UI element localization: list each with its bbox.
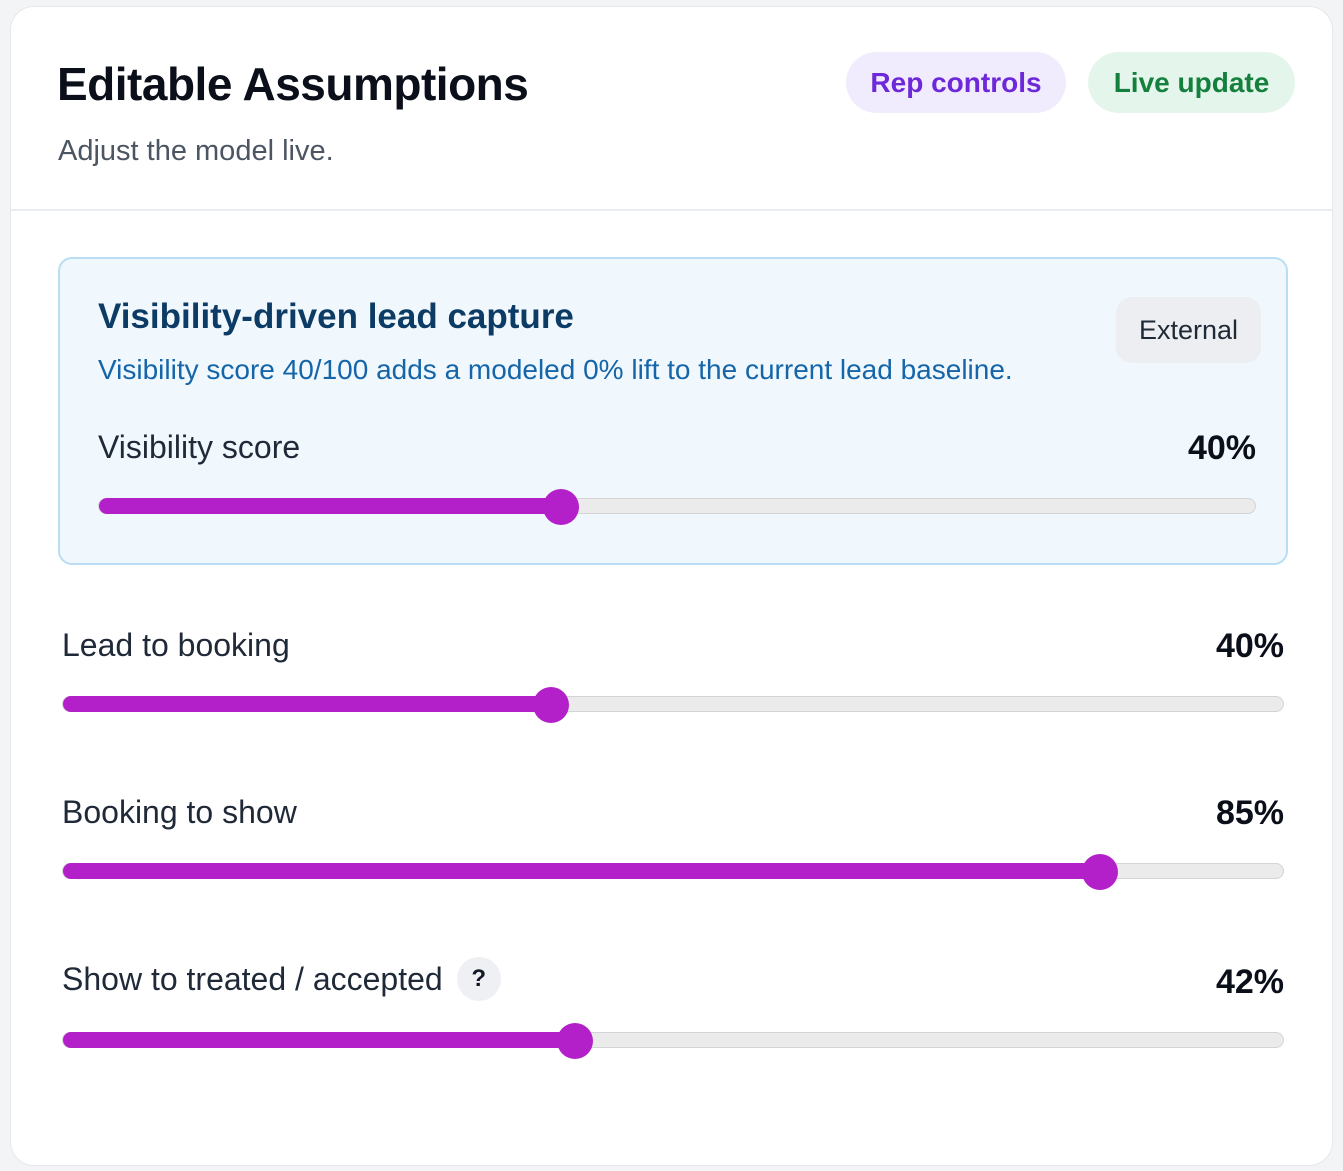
slider-thumb[interactable]: [1082, 854, 1118, 890]
assumptions-card: Editable Assumptions Adjust the model li…: [10, 6, 1333, 1166]
slider-label: Show to treated / accepted ?: [62, 957, 501, 1001]
slider-thumb[interactable]: [543, 489, 580, 525]
live-update-pill[interactable]: Live update: [1088, 52, 1295, 113]
page-subtitle: Adjust the model live.: [58, 135, 334, 167]
slider-track[interactable]: [62, 687, 1284, 723]
help-icon[interactable]: ?: [456, 957, 501, 1001]
slider-fill: [99, 498, 562, 514]
slider-value: 40%: [1187, 429, 1256, 467]
visibility-panel: Visibility-driven lead capture Visibilit…: [58, 257, 1288, 565]
slider-label: Visibility score: [98, 429, 301, 465]
slider-label-text: Show to treated / accepted: [62, 960, 443, 997]
card-header: Editable Assumptions Adjust the model li…: [11, 7, 1332, 211]
slider-thumb[interactable]: [533, 687, 569, 723]
rep-controls-pill[interactable]: Rep controls: [846, 52, 1066, 113]
show-to-treated-slider-row: Show to treated / accepted ? 42%: [62, 955, 1284, 1059]
slider-track[interactable]: [98, 489, 1256, 525]
page-title: Editable Assumptions: [57, 58, 529, 110]
visibility-title: Visibility-driven lead capture: [98, 297, 574, 336]
slider-fill: [63, 863, 1100, 879]
visibility-score-slider-row: Visibility score 40%: [98, 429, 1256, 529]
external-badge: External: [1116, 297, 1261, 363]
slider-thumb[interactable]: [557, 1023, 594, 1059]
slider-fill: [63, 1032, 576, 1048]
slider-label: Booking to show: [62, 794, 297, 830]
slider-track[interactable]: [62, 1023, 1284, 1059]
slider-track[interactable]: [62, 854, 1284, 890]
lead-to-booking-slider-row: Lead to booking 40%: [62, 627, 1284, 723]
slider-value: 42%: [1215, 963, 1284, 1001]
slider-value: 40%: [1215, 627, 1284, 665]
slider-fill: [63, 696, 551, 712]
visibility-description: Visibility score 40/100 adds a modeled 0…: [98, 354, 1013, 385]
slider-label: Lead to booking: [62, 627, 290, 663]
booking-to-show-slider-row: Booking to show 85%: [62, 794, 1284, 890]
slider-value: 85%: [1215, 794, 1284, 832]
